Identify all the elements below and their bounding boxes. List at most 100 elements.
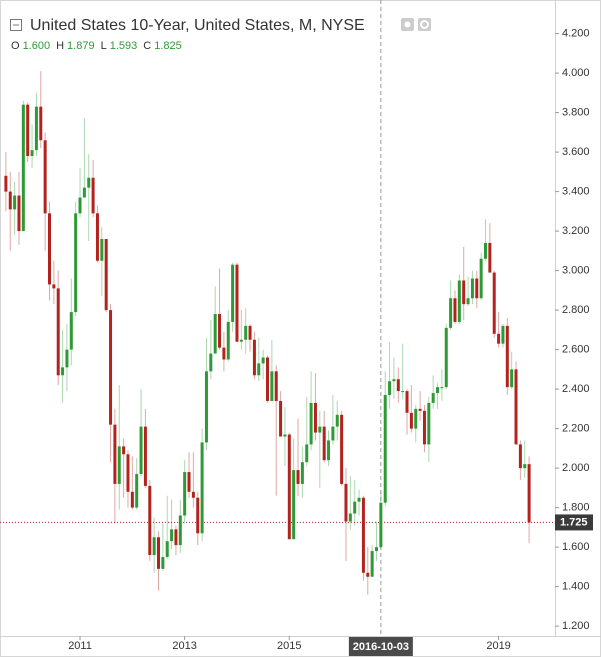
candle-body xyxy=(30,150,34,157)
y-tick-label: 1.400 xyxy=(562,581,590,593)
candle-body xyxy=(518,444,522,469)
candle-body xyxy=(375,547,378,552)
candle-body xyxy=(497,333,501,344)
candle-body xyxy=(379,502,383,548)
candle-body xyxy=(204,371,208,443)
candle-body xyxy=(462,280,466,305)
y-tick-label: 1.600 xyxy=(562,541,590,553)
candle-body xyxy=(113,424,117,484)
candle-body xyxy=(331,426,335,441)
candle-body xyxy=(444,327,448,388)
settings-button[interactable] xyxy=(418,18,431,31)
candle-body xyxy=(431,393,435,403)
candle-body xyxy=(130,491,134,508)
ohlc-name: C xyxy=(143,40,151,52)
candle-body xyxy=(313,402,317,433)
eye-icon xyxy=(404,21,411,28)
candle-body xyxy=(148,485,152,556)
candle-body xyxy=(43,140,47,214)
candle-body xyxy=(161,556,165,569)
candle-body xyxy=(475,278,479,299)
candle-body xyxy=(261,357,265,364)
candle-body xyxy=(252,339,256,376)
candle-body xyxy=(34,106,38,151)
candle-body xyxy=(126,454,130,492)
candle-body xyxy=(366,572,370,577)
candle-body xyxy=(87,177,91,188)
candle-body xyxy=(8,191,12,210)
candle-body xyxy=(48,213,51,285)
plot-area xyxy=(0,0,555,636)
candle-body xyxy=(392,379,396,382)
candle-body xyxy=(183,472,187,516)
y-tick-label: 3.000 xyxy=(562,265,590,277)
candle-body xyxy=(165,541,169,557)
candle-body xyxy=(39,106,43,141)
candle-body xyxy=(527,464,531,523)
candle-body xyxy=(300,462,304,484)
x-tick-label: 2011 xyxy=(68,640,92,652)
y-tick-label: 2.200 xyxy=(562,423,590,435)
candle-body xyxy=(74,213,78,313)
x-tick-label: 2015 xyxy=(277,640,301,652)
candle-body xyxy=(244,325,248,340)
candle-body xyxy=(427,402,431,445)
candle-body xyxy=(344,483,348,522)
candle-body xyxy=(401,391,405,393)
ohlc-value: 1.600 xyxy=(23,40,51,52)
candle-body xyxy=(178,515,182,546)
candle-body xyxy=(348,513,352,522)
ohlc-name: H xyxy=(56,40,64,52)
candle-body xyxy=(239,339,243,342)
candle-body xyxy=(174,529,178,546)
candle-body xyxy=(157,537,160,569)
y-tick-label: 3.600 xyxy=(562,146,590,158)
y-tick-label: 4.000 xyxy=(562,67,590,79)
candle-body xyxy=(353,501,357,514)
candle-body xyxy=(143,426,147,486)
crosshair-label-box xyxy=(348,637,413,656)
candle-body xyxy=(418,408,422,411)
candle-body xyxy=(457,280,461,322)
candle-body xyxy=(279,400,283,437)
candle-body xyxy=(170,529,174,542)
candle-body xyxy=(270,371,274,401)
x-tick-label: 2013 xyxy=(172,640,196,652)
candle-body xyxy=(69,312,73,350)
candle-body xyxy=(405,391,409,413)
candle-body xyxy=(222,347,226,360)
candle-body xyxy=(383,395,387,503)
crosshair-label: 2016-10-03 xyxy=(353,641,409,653)
candle-body xyxy=(466,298,470,305)
last-price-label: 1.725 xyxy=(560,516,588,528)
candle-body xyxy=(318,426,322,433)
candle-body xyxy=(187,472,191,492)
candle-body xyxy=(449,298,453,328)
y-tick-label: 3.400 xyxy=(562,185,590,197)
candle-body xyxy=(122,446,126,455)
ohlc-value: 1.879 xyxy=(67,40,95,52)
y-tick-label: 2.400 xyxy=(562,383,590,395)
candle-body xyxy=(65,349,69,368)
candle-body xyxy=(453,298,457,322)
candle-body xyxy=(257,363,261,376)
candle-body xyxy=(436,387,440,394)
candle-body xyxy=(309,402,313,445)
candle-body xyxy=(17,195,21,232)
candle-body xyxy=(501,325,505,344)
last-price-box xyxy=(555,514,593,531)
candle-body xyxy=(52,284,56,289)
candle-body xyxy=(191,491,195,498)
candle-body xyxy=(523,464,527,469)
candle-body xyxy=(61,367,65,376)
candle-body xyxy=(292,470,296,540)
candle-body xyxy=(4,175,8,192)
y-tick-label: 3.800 xyxy=(562,106,590,118)
candle-body xyxy=(248,325,252,340)
candle-body xyxy=(78,197,82,214)
ohlc-name: L xyxy=(101,40,107,52)
candle-body xyxy=(13,195,17,210)
candle-body xyxy=(370,551,374,577)
candle-body xyxy=(335,414,339,427)
